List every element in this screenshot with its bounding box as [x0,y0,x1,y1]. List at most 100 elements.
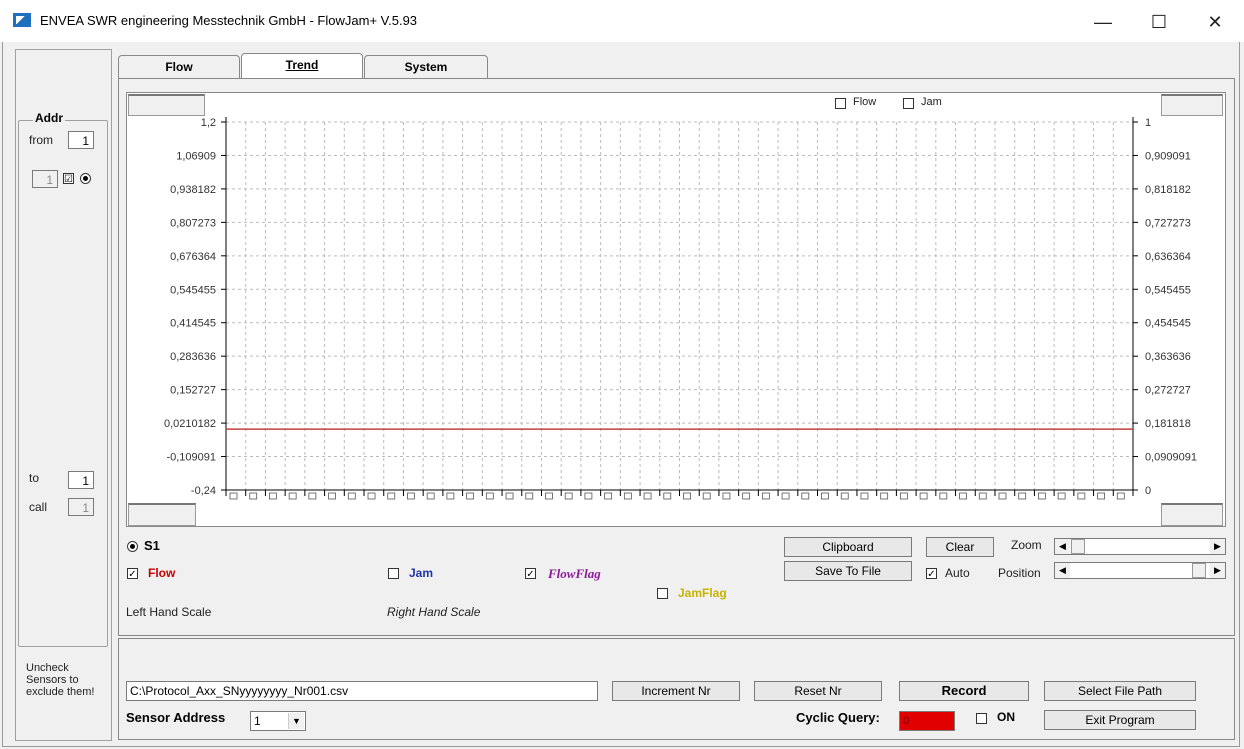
maximize-button[interactable]: ☐ [1150,12,1168,32]
left-tick-label: 0,545455 [170,284,216,296]
right-tick-label: 0,909091 [1145,150,1191,162]
x-tick-marker [387,492,396,500]
sensor-radio[interactable] [80,173,91,184]
to-label: to [29,471,40,485]
x-tick-marker [939,492,948,500]
zoom-right-arrow[interactable]: ▶ [1210,539,1225,554]
s1-label: S1 [144,538,160,553]
close-button[interactable]: ✕ [1207,12,1223,32]
flow-checkbox[interactable]: ✓ [127,568,138,580]
file-path-input[interactable]: C:\Protocol_Axx_SNyyyyyyyy_Nr001.csv [126,681,598,701]
auto-label: Auto [945,566,970,580]
x-tick-marker [860,492,869,500]
select-file-path-button[interactable]: Select File Path [1044,681,1196,701]
right-tick-label: 0,363636 [1145,351,1191,363]
uncheck-note: Uncheck Sensors to exclude them! [26,662,95,698]
sensor-checkbox[interactable]: ☑ [63,173,74,185]
auto-checkbox[interactable]: ✓ [926,568,937,580]
zoom-scrollbar[interactable]: ◀ ▶ [1054,538,1226,555]
zoom-label: Zoom [1011,538,1042,552]
zoom-left-arrow[interactable]: ◀ [1055,539,1070,554]
tab-trend[interactable]: Trend [241,53,363,79]
clipboard-button[interactable]: Clipboard [784,537,912,557]
reset-nr-button[interactable]: Reset Nr [754,681,882,701]
right-scale-label: Right Hand Scale [387,605,481,619]
call-field: 1 [68,498,94,516]
x-tick-marker [1077,492,1086,500]
x-tick-marker [525,492,534,500]
x-tick-marker [899,492,908,500]
window-border-bottom [2,746,1240,747]
x-tick-marker [584,492,593,500]
left-tick-label: -0,24 [191,485,216,497]
x-tick-marker [308,492,317,500]
title-bar [0,0,1244,42]
position-scrollbar[interactable]: ◀ ▶ [1054,562,1226,579]
jam-checkbox[interactable] [388,568,399,579]
x-tick-marker [1057,492,1066,500]
jamflag-checkbox[interactable] [657,588,668,599]
x-tick-marker [249,492,258,500]
chart-jam-checkbox[interactable] [903,98,914,109]
chevron-down-icon[interactable]: ▼ [288,713,304,729]
window-border-right [1239,42,1240,747]
increment-nr-button[interactable]: Increment Nr [612,681,740,701]
position-right-arrow[interactable]: ▶ [1210,563,1225,578]
clear-button[interactable]: Clear [926,537,994,557]
chart-flow-label: Flow [853,96,877,108]
x-tick-marker [702,492,711,500]
s1-radio[interactable] [127,541,138,552]
right-tick-label: 0 [1145,485,1151,497]
x-tick-marker [840,492,849,500]
x-tick-marker [781,492,790,500]
from-input[interactable]: 1 [68,131,94,149]
tab-system[interactable]: System [364,55,488,79]
zoom-thumb[interactable] [1071,539,1085,554]
minimize-button[interactable]: — [1094,12,1112,32]
x-tick-marker [407,492,415,500]
chart-corner-bl [128,503,196,526]
chart-flow-checkbox[interactable] [835,98,846,109]
x-tick-marker [959,492,967,500]
to-input[interactable]: 1 [68,471,94,489]
left-tick-label: 1,2 [201,117,216,129]
address-group [18,120,108,647]
sensor-address-value: 1 [254,714,261,728]
x-tick-marker [604,492,613,500]
left-tick-label: 0,283636 [170,351,216,363]
x-tick-marker [1038,492,1046,500]
exit-program-button[interactable]: Exit Program [1044,710,1196,730]
x-tick-marker [466,492,475,500]
position-thumb[interactable] [1192,563,1206,578]
left-tick-label: 0,807273 [170,217,216,229]
right-tick-label: 0,545455 [1145,284,1191,296]
flowflag-series-label: FlowFlag [548,566,601,581]
x-tick-marker [1097,492,1105,500]
flowflag-checkbox[interactable]: ✓ [525,568,536,580]
left-panel [15,49,112,741]
position-left-arrow[interactable]: ◀ [1055,563,1070,578]
on-label: ON [997,710,1015,724]
left-scale-label: Left Hand Scale [126,605,212,619]
x-tick-marker [998,492,1007,500]
save-to-file-button[interactable]: Save To File [784,561,912,581]
x-tick-marker [683,492,691,500]
x-tick-marker [545,492,553,500]
on-checkbox[interactable] [976,713,987,724]
record-button[interactable]: Record [899,681,1029,701]
x-tick-marker [880,492,889,500]
x-tick-marker [1018,492,1027,500]
chart-corner-br [1161,503,1223,526]
right-tick-label: 0,454545 [1145,318,1191,330]
jamflag-series-label: JamFlag [678,586,727,600]
x-tick-marker [978,492,987,500]
x-tick-marker [426,492,435,500]
left-tick-label: 0,0210182 [164,418,216,430]
x-tick-marker [505,492,514,500]
right-tick-label: 0,181818 [1145,418,1191,430]
tab-flow[interactable]: Flow [118,55,240,79]
sensor-address-select[interactable]: 1 ▼ [250,711,306,731]
x-tick-marker [564,492,573,500]
chart-jam-label: Jam [921,96,942,108]
left-tick-label: -0,109091 [166,452,216,464]
